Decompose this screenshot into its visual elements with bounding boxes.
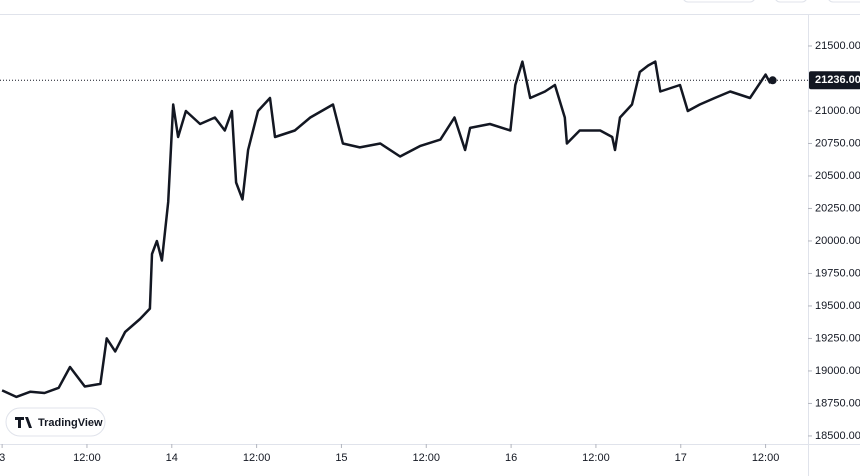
watermark: TradingView: [5, 407, 106, 437]
x-tick-label: 17: [675, 452, 687, 464]
x-tick-label: 16: [505, 452, 517, 464]
x-tick-label: 14: [166, 452, 178, 464]
y-tick-label: 19000.00: [815, 365, 860, 377]
y-tick-label: 21000.00: [815, 105, 860, 117]
y-tick-label: 18500.00: [815, 430, 860, 442]
last-price-label: 21236.00: [815, 74, 860, 86]
y-tick-label: 19250.00: [815, 332, 860, 344]
x-tick-label: 15: [335, 452, 347, 464]
watermark-box: [5, 407, 106, 437]
toolbar-button[interactable]: [683, 0, 755, 3]
last-point: [768, 76, 777, 85]
x-tick-label: 12:00: [243, 452, 271, 464]
toolbar-button[interactable]: [828, 0, 860, 3]
price-line: [1, 60, 774, 399]
watermark-logo: [15, 417, 32, 428]
last-price-box: [809, 71, 860, 90]
y-tick-label: 19750.00: [815, 267, 860, 279]
y-tick-label: 20000.00: [815, 235, 860, 247]
y-tick-label: 21500.00: [815, 40, 860, 52]
x-tick-label: 12:00: [413, 452, 441, 464]
toolbar-button[interactable]: [775, 0, 807, 3]
x-tick-label: 12:00: [582, 452, 610, 464]
watermark-text: TradingView: [38, 417, 103, 429]
y-tick-label: 19500.00: [815, 300, 860, 312]
y-tick-label: 18750.00: [815, 397, 860, 409]
y-tick-label: 20750.00: [815, 137, 860, 149]
x-tick-label: 3: [0, 452, 5, 464]
x-tick-label: 12:00: [752, 452, 780, 464]
y-tick-label: 20250.00: [815, 202, 860, 214]
x-tick-label: 12:00: [73, 452, 101, 464]
y-tick-label: 20500.00: [815, 170, 860, 182]
